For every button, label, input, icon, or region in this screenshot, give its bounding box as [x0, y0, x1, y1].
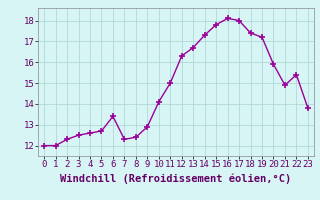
- X-axis label: Windchill (Refroidissement éolien,°C): Windchill (Refroidissement éolien,°C): [60, 173, 292, 184]
